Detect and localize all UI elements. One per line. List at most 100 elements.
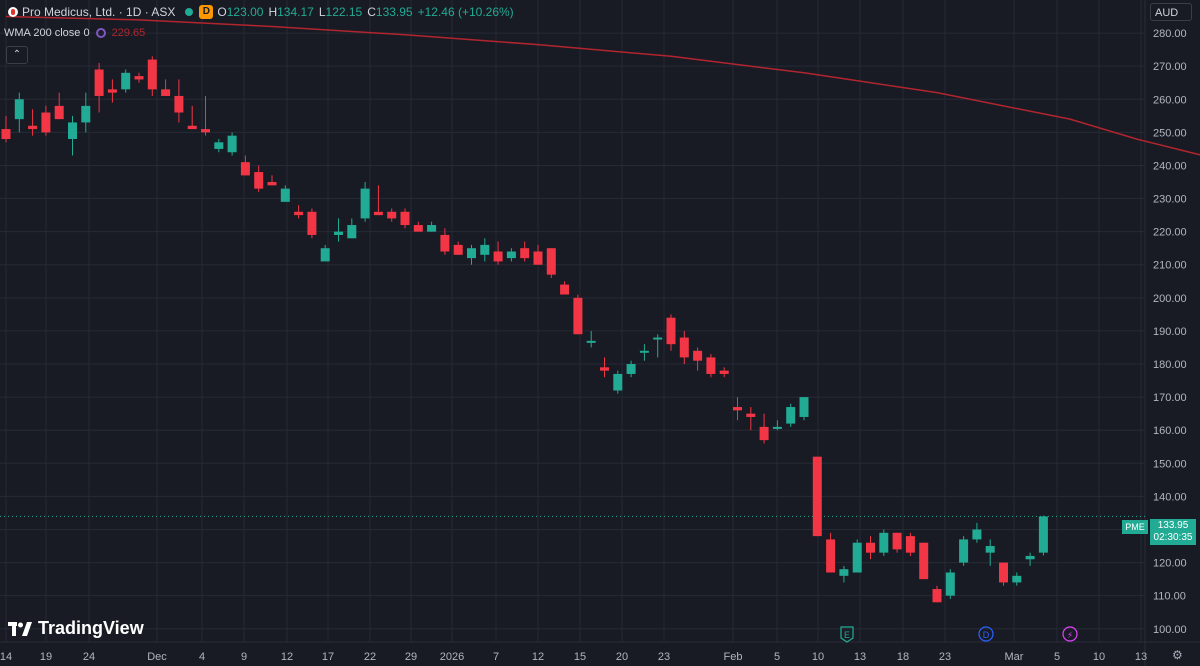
candle-body[interactable] bbox=[972, 529, 982, 540]
candle-body[interactable] bbox=[147, 59, 157, 90]
wma-line bbox=[5, 15, 1200, 156]
candle-body[interactable] bbox=[826, 539, 836, 573]
candle-body[interactable] bbox=[453, 244, 463, 255]
split-marker-icon[interactable] bbox=[1062, 626, 1078, 642]
candle-body[interactable] bbox=[28, 125, 38, 130]
candle-body[interactable] bbox=[1038, 516, 1048, 553]
indicator-value: 229.65 bbox=[111, 27, 146, 39]
candle-body[interactable] bbox=[254, 172, 264, 189]
candle-body[interactable] bbox=[201, 129, 210, 133]
candle-body[interactable] bbox=[666, 317, 676, 345]
candle-body[interactable] bbox=[639, 350, 649, 353]
candle-body[interactable] bbox=[54, 105, 64, 120]
candle-body[interactable] bbox=[427, 225, 437, 232]
tradingview-logo[interactable]: TradingView bbox=[8, 618, 144, 639]
candle-body[interactable] bbox=[413, 225, 423, 232]
time-axis[interactable]: 14 19 24 Dec 4 9 12 17 22 29 2026 7 12 15 20 23 Feb 5 10 13… bbox=[0, 651, 1147, 663]
time-tick-label: 12 bbox=[281, 651, 293, 663]
candle-body[interactable] bbox=[267, 182, 277, 186]
candle-body[interactable] bbox=[852, 542, 862, 573]
candle-body[interactable] bbox=[1012, 575, 1022, 583]
candle-body[interactable] bbox=[506, 251, 516, 259]
candle-body[interactable] bbox=[985, 546, 995, 553]
candle-body[interactable] bbox=[866, 542, 875, 553]
candle-body[interactable] bbox=[905, 536, 915, 553]
candle-body[interactable] bbox=[280, 188, 290, 202]
candle-body[interactable] bbox=[174, 95, 184, 113]
candle-body[interactable] bbox=[812, 456, 822, 537]
candle-body[interactable] bbox=[68, 122, 77, 139]
candle-body[interactable] bbox=[892, 532, 902, 550]
candle-body[interactable] bbox=[533, 251, 543, 265]
candle-body[interactable] bbox=[613, 373, 623, 391]
candle-body[interactable] bbox=[626, 364, 636, 374]
candles[interactable] bbox=[1, 56, 1048, 603]
candle-body[interactable] bbox=[879, 532, 889, 553]
event-markers[interactable]: E D ⚡ bbox=[840, 626, 1078, 643]
indicator-name[interactable]: WMA 200 close 0 bbox=[4, 27, 90, 39]
candle-body[interactable] bbox=[733, 407, 742, 411]
candle-body[interactable] bbox=[107, 89, 117, 93]
candle-body[interactable] bbox=[719, 370, 729, 374]
candle-body[interactable] bbox=[373, 211, 383, 216]
candle-body[interactable] bbox=[932, 589, 942, 603]
candle-body[interactable] bbox=[227, 135, 237, 153]
candle-body[interactable] bbox=[520, 248, 530, 259]
candle-body[interactable] bbox=[959, 539, 969, 563]
candle-body[interactable] bbox=[400, 211, 410, 226]
candle-body[interactable] bbox=[945, 572, 955, 596]
candle-body[interactable] bbox=[759, 426, 769, 441]
candle-body[interactable] bbox=[360, 188, 370, 219]
candle-body[interactable] bbox=[387, 211, 397, 219]
time-tick-label: 29 bbox=[405, 651, 417, 663]
candle-body[interactable] bbox=[586, 340, 596, 343]
candle-body[interactable] bbox=[560, 284, 570, 295]
axis-settings-icon[interactable]: ⚙ bbox=[1172, 648, 1183, 662]
candle-body[interactable] bbox=[679, 337, 689, 358]
currency-selector[interactable]: AUD bbox=[1150, 3, 1192, 21]
candle-body[interactable] bbox=[706, 357, 716, 374]
candle-body[interactable] bbox=[1, 129, 11, 139]
candle-body[interactable] bbox=[693, 350, 703, 361]
time-tick-label: Dec bbox=[147, 651, 167, 663]
candle-body[interactable] bbox=[600, 367, 609, 371]
indicator-legend[interactable]: WMA 200 close 0 229.65 bbox=[0, 24, 145, 42]
candle-body[interactable] bbox=[134, 76, 144, 80]
candle-body[interactable] bbox=[14, 99, 24, 120]
candle-body[interactable] bbox=[919, 542, 929, 580]
candle-body[interactable] bbox=[480, 244, 490, 255]
candle-body[interactable] bbox=[772, 426, 782, 429]
candle-body[interactable] bbox=[546, 248, 556, 275]
candle-body[interactable] bbox=[347, 225, 357, 239]
candle-body[interactable] bbox=[294, 211, 304, 216]
candle-body[interactable] bbox=[334, 231, 343, 235]
candle-body[interactable] bbox=[121, 72, 131, 90]
candle-body[interactable] bbox=[786, 407, 796, 424]
candle-body[interactable] bbox=[999, 562, 1008, 583]
candle-body[interactable] bbox=[1025, 555, 1035, 560]
candle-body[interactable] bbox=[94, 69, 104, 96]
candle-body[interactable] bbox=[307, 211, 317, 235]
candle-body[interactable] bbox=[240, 162, 250, 176]
candle-body[interactable] bbox=[839, 569, 849, 576]
candle-body[interactable] bbox=[493, 251, 503, 262]
candle-body[interactable] bbox=[746, 413, 756, 417]
symbol-title[interactable]: Pro Medicus, Ltd. · 1D · ASX bbox=[22, 5, 176, 19]
price-axis[interactable]: 280.00 270.00 260.00 250.00 240.00 230.00 220.… bbox=[1153, 28, 1187, 636]
dividend-marker-icon[interactable] bbox=[978, 626, 994, 642]
candle-body[interactable] bbox=[440, 234, 450, 252]
indicator-settings-icon[interactable] bbox=[95, 28, 106, 38]
candle-body[interactable] bbox=[573, 297, 583, 335]
candle-body[interactable] bbox=[81, 105, 91, 123]
candle-body[interactable] bbox=[653, 337, 663, 340]
candle-body[interactable] bbox=[320, 248, 330, 262]
candle-body[interactable] bbox=[799, 397, 809, 417]
candle-body[interactable] bbox=[214, 142, 224, 149]
candle-body[interactable] bbox=[161, 89, 171, 96]
collapse-legend-button[interactable]: ⌃ bbox=[6, 46, 28, 64]
candle-body[interactable] bbox=[41, 112, 51, 133]
candle-body[interactable] bbox=[467, 248, 476, 259]
earnings-marker-icon[interactable] bbox=[840, 626, 854, 643]
candle-body[interactable] bbox=[187, 125, 197, 130]
